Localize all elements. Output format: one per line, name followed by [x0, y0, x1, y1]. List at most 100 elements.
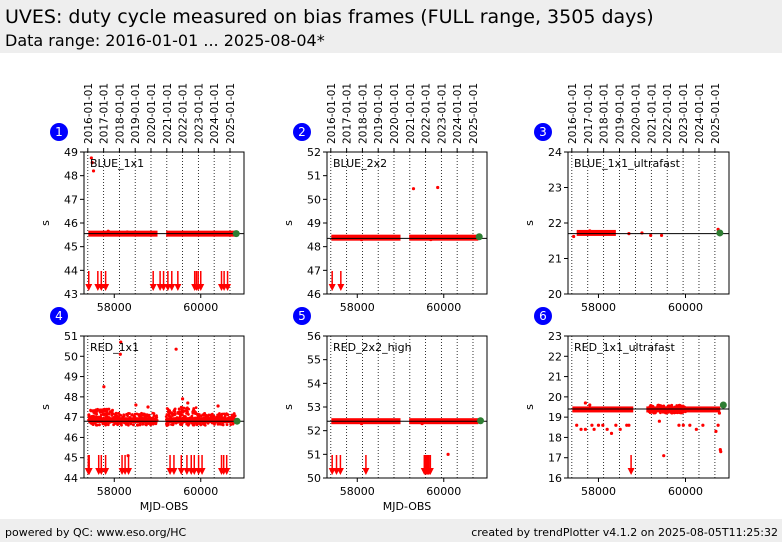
panel-badge	[50, 123, 68, 141]
data-point	[231, 422, 235, 426]
data-point	[359, 421, 364, 426]
panel-label: BLUE_1x1	[90, 157, 144, 170]
page-footer: powered by QC: www.eso.org/HC created by…	[0, 519, 782, 542]
data-point	[103, 409, 106, 412]
data-point	[216, 422, 220, 426]
panel-badge-number: 4	[55, 309, 63, 323]
panel-4: 44 45 46 47 48 49 50 51 58000 60000 s MJD-OBS RED_1x…	[39, 307, 245, 513]
y-tick-label: 45	[64, 452, 78, 465]
y-tick-label: 21	[548, 371, 562, 384]
data-point	[659, 411, 662, 415]
y-tick-label: 48	[307, 241, 321, 254]
data-point	[102, 385, 106, 389]
y-tick-label: 51	[307, 170, 321, 183]
x-tick-label: 58000	[97, 301, 132, 314]
y-tick-label: 46	[64, 217, 78, 230]
y-tick-label: 46	[307, 288, 321, 301]
x-axis-label: MJD-OBS	[140, 500, 188, 513]
panel-label: BLUE_1x1_ultrafast	[574, 157, 681, 170]
footer-created-by: created by trendPlotter v4.1.2 on 2025-0…	[471, 526, 778, 539]
data-point	[201, 418, 205, 422]
x-tick-label: 58000	[581, 301, 616, 314]
x-tick-label: 60000	[668, 485, 703, 498]
x-tick-label: 58000	[340, 301, 375, 314]
data-point	[129, 422, 133, 426]
y-tick-label: 51	[64, 330, 78, 343]
y-axis-label: s	[282, 220, 295, 226]
panel-badge-number: 2	[298, 125, 306, 139]
data-point	[107, 412, 110, 416]
low-arrow-head	[197, 284, 205, 291]
data-point	[186, 423, 190, 427]
low-arrow-head	[85, 284, 93, 291]
data-point	[102, 417, 106, 421]
data-point	[169, 415, 172, 419]
data-point	[649, 404, 653, 407]
data-point	[436, 185, 440, 190]
x-tick-label: 58000	[97, 485, 132, 498]
data-point	[178, 418, 182, 422]
date-tick-label: 2024-01-01	[209, 83, 221, 144]
data-point	[90, 415, 94, 419]
x-tick-label: 58000	[581, 485, 616, 498]
low-arrow-head	[125, 468, 133, 475]
data-point	[181, 410, 185, 414]
y-tick-label: 17	[548, 452, 562, 465]
data-point	[588, 229, 592, 233]
data-point	[681, 423, 685, 427]
y-axis-label: s	[39, 404, 52, 410]
data-point	[174, 347, 178, 351]
x-tick-label: 60000	[183, 485, 218, 498]
data-point	[714, 429, 718, 433]
y-tick-label: 47	[64, 411, 78, 424]
panel-5: 50 51 52 53 54 55 56 58000 60000 s MJD-OBS RED_2x2_…	[282, 307, 488, 513]
data-point	[657, 419, 661, 423]
data-point	[667, 404, 670, 408]
y-tick-label: 48	[64, 391, 78, 404]
data-point	[170, 423, 173, 426]
low-arrow-head	[102, 468, 110, 475]
y-tick-label: 20	[548, 391, 562, 404]
data-point	[209, 413, 213, 417]
panel-badge	[50, 307, 68, 325]
data-point	[177, 407, 181, 411]
data-point	[173, 407, 177, 411]
data-point	[188, 418, 192, 422]
date-tick-label: 2020-01-01	[146, 83, 158, 144]
y-tick-label: 52	[307, 425, 321, 438]
data-point	[132, 423, 135, 427]
data-point	[138, 413, 141, 416]
low-arrow-head	[102, 284, 110, 291]
data-point	[122, 413, 126, 417]
data-point	[100, 409, 104, 413]
data-point	[90, 161, 94, 165]
data-point	[212, 415, 216, 419]
data-point	[609, 431, 614, 435]
low-arrow-head	[149, 284, 157, 291]
data-point	[146, 405, 150, 409]
panel-label: RED_2x2_high	[333, 341, 412, 354]
data-point	[143, 418, 147, 421]
data-point	[663, 410, 666, 413]
plot-frame	[326, 335, 488, 479]
x-tick-label: 60000	[426, 301, 461, 314]
data-point	[216, 413, 220, 417]
date-tick-label: 2023-01-01	[678, 83, 690, 144]
y-tick-label: 50	[64, 350, 78, 363]
data-point	[232, 414, 236, 418]
data-point	[134, 403, 138, 407]
date-tick-label: 2021-01-01	[162, 83, 174, 144]
data-point	[605, 427, 609, 431]
data-point	[141, 413, 145, 417]
panel-badge	[293, 307, 311, 325]
data-point	[579, 427, 583, 431]
panel-6: 16 17 18 19 20 21 22 23 58000 60000 s RED_1x1_ultra…	[523, 307, 730, 498]
y-tick-label: 48	[64, 170, 78, 183]
data-point	[665, 411, 668, 415]
data-point	[118, 352, 122, 356]
date-tick-label: 2018-01-01	[357, 83, 369, 144]
data-point	[87, 413, 91, 417]
data-point	[688, 423, 692, 427]
data-point	[662, 454, 666, 458]
data-point	[676, 411, 679, 415]
